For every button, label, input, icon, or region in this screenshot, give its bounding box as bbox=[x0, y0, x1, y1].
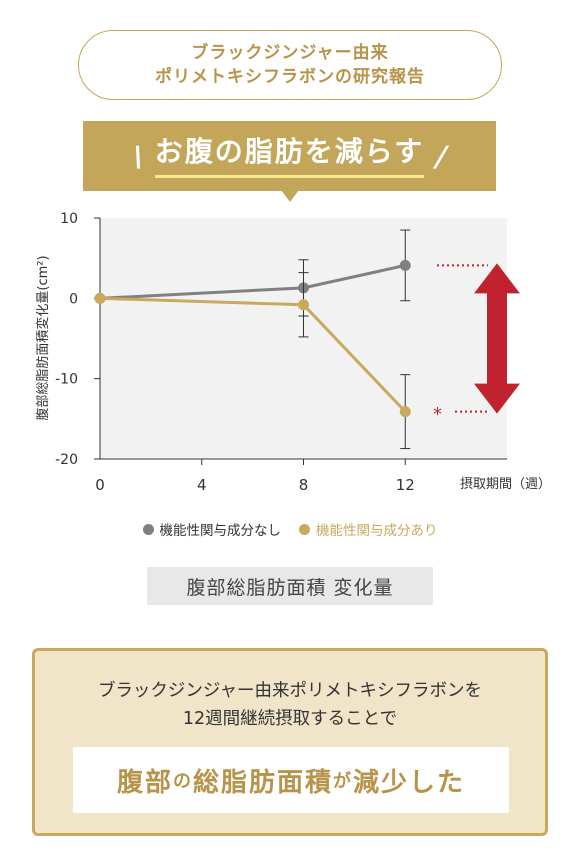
headline-banner: \ お腹の脂肪を減らす / bbox=[83, 121, 496, 191]
plot-background bbox=[100, 218, 507, 459]
chart-caption: 腹部総脂肪面積 変化量 bbox=[147, 567, 433, 605]
legend-label-control: 機能性関与成分なし bbox=[159, 523, 282, 539]
pill-line1: ブラックジンジャー由来 bbox=[191, 43, 389, 63]
y-tick-label: 10 bbox=[60, 211, 78, 227]
legend-item-control: 機能性関与成分なし bbox=[142, 519, 282, 539]
data-point bbox=[399, 406, 411, 418]
slash-decoration-right: / bbox=[431, 139, 451, 173]
legend-marker-control bbox=[142, 523, 154, 535]
legend-label-active: 機能性関与成分あり bbox=[316, 523, 438, 539]
data-point bbox=[94, 292, 106, 304]
summary-box: ブラックジンジャー由来ポリメトキシフラボンを 12週間継続摂取することで 腹部 … bbox=[32, 648, 548, 836]
highlight-part-e: 減少した bbox=[353, 767, 466, 798]
y-tick-label: 0 bbox=[69, 291, 78, 307]
series-1 bbox=[94, 272, 411, 450]
x-tick-label: 0 bbox=[95, 476, 105, 494]
x-tick-label: 12 bbox=[396, 476, 415, 494]
summary-line1: ブラックジンジャー由来ポリメトキシフラボンを bbox=[97, 681, 483, 701]
data-point bbox=[399, 259, 411, 271]
legend-marker-active bbox=[299, 523, 310, 535]
highlight-part-d: が bbox=[333, 771, 353, 792]
banner-title: お腹の脂肪を減らす bbox=[154, 135, 425, 178]
legend-item-active: 機能性関与成分あり bbox=[299, 519, 438, 539]
highlight-part-c: 総脂肪面積 bbox=[192, 767, 333, 798]
x-tick-label: 4 bbox=[197, 476, 207, 494]
difference-arrow bbox=[437, 263, 520, 414]
y-axis-label: 腹部総脂肪面積変化量(cm²) bbox=[35, 255, 51, 420]
x-tick-label: 8 bbox=[299, 476, 309, 494]
highlight-part-a: 腹部 bbox=[116, 767, 173, 798]
data-point bbox=[298, 299, 309, 311]
y-tick-label: -10 bbox=[55, 372, 78, 388]
summary-line2: 12週間継続摂取することで bbox=[182, 709, 398, 729]
x-axis-label: 摂取期間（週） bbox=[460, 476, 551, 492]
y-tick-label: -20 bbox=[55, 452, 78, 468]
legend: 機能性関与成分なし 機能性関与成分あり bbox=[0, 519, 580, 539]
summary-highlight: 腹部 の 総脂肪面積 が 減少した bbox=[73, 747, 509, 813]
highlight-part-b: の bbox=[172, 771, 193, 792]
tick-labels: 10 0 -10 -20 0 4 8 12 bbox=[55, 211, 415, 494]
pill-line2: ポリメトキシフラボンの研究報告 bbox=[155, 67, 425, 87]
line-chart: 10 0 -10 -20 0 4 8 12 腹部総脂肪面積変化量(cm²) 摂取期間（週） * bbox=[35, 211, 551, 494]
series-group bbox=[94, 229, 411, 450]
banner-pointer bbox=[281, 190, 299, 202]
slash-decoration-left: \ bbox=[128, 139, 148, 173]
significance-asterisk: * bbox=[433, 404, 442, 425]
double-headed-arrow bbox=[474, 263, 520, 414]
study-report-pill: ブラックジンジャー由来 ポリメトキシフラボンの研究報告 bbox=[78, 30, 502, 100]
